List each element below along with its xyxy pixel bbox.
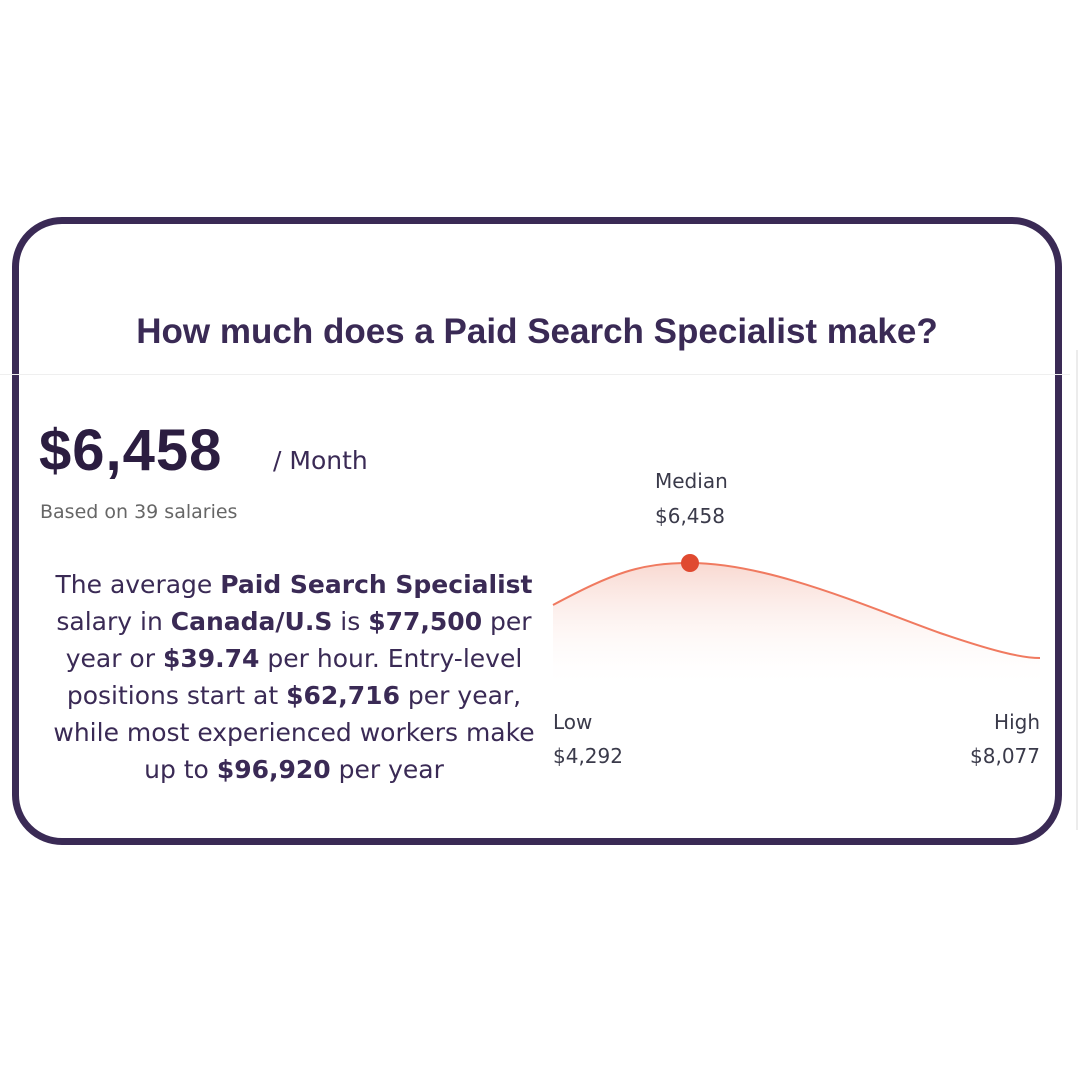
low-label: Low [553,710,593,734]
high-label: High [994,710,1040,734]
median-label: Median [655,469,728,493]
salary-description: The average Paid Search Specialist salar… [53,570,535,784]
median-value: $6,458 [655,504,725,528]
salary-card: How much does a Paid Search Specialist m… [0,217,1070,845]
high-value: $8,077 [970,744,1040,768]
background-divider [1076,350,1078,830]
distribution-area [553,563,1040,690]
page-title: How much does a Paid Search Specialist m… [136,312,938,351]
low-value: $4,292 [553,744,623,768]
salary-amount: $6,458 [39,418,223,483]
distribution-curve [552,561,1041,659]
median-marker [681,554,699,572]
salary-unit: / Month [273,446,368,475]
salary-count: Based on 39 salaries [40,501,238,523]
header-divider [0,374,1070,375]
